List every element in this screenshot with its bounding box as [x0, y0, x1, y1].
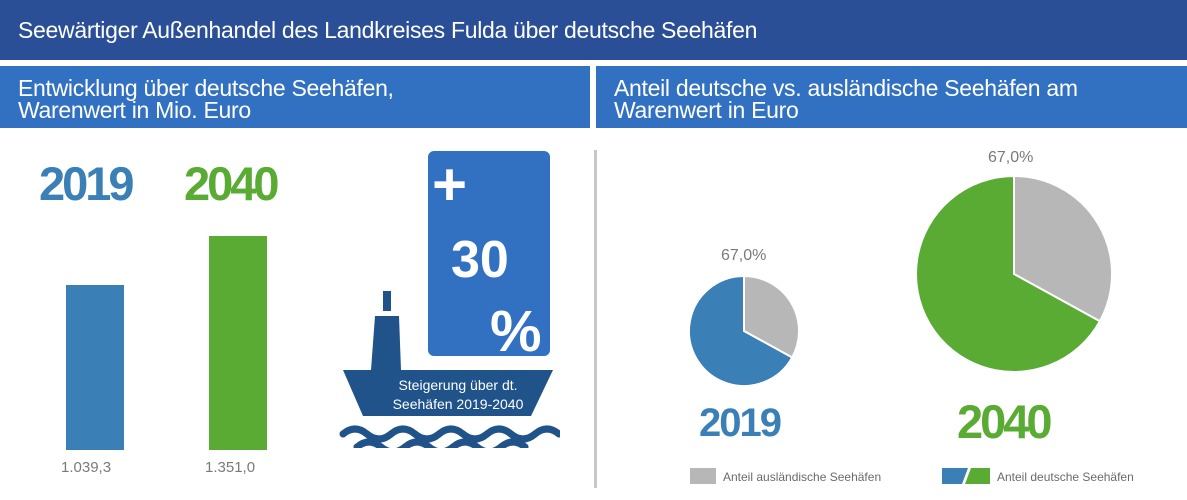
pie-slice-domestic	[916, 176, 1102, 372]
increase-sign: +	[432, 151, 468, 218]
pie-year-label-2040: 2040	[957, 395, 1053, 448]
left-panel-title-line1: Entwicklung über deutsche Seehäfen,	[18, 75, 394, 101]
panel-divider	[594, 150, 597, 488]
increase-value: 30	[451, 231, 509, 289]
title-bar	[0, 0, 1187, 60]
bar-year-label-2040: 2040	[184, 157, 280, 210]
right-panel-title-line1: Anteil deutsche vs. ausländische Seehäfe…	[614, 75, 1078, 101]
waves-icon	[339, 425, 560, 448]
increase-caption-line2: Seehäfen 2019-2040	[392, 396, 524, 412]
bar-year-label-2019: 2019	[39, 157, 135, 210]
right-panel-title-line2: Warenwert in Euro	[614, 97, 799, 123]
legend-swatch-foreign	[690, 468, 716, 484]
increase-unit: %	[490, 299, 542, 364]
legend-swatch-domestic	[942, 468, 990, 484]
bar-2019	[66, 285, 124, 450]
pie-2040-percent-label: 67,0%	[988, 149, 1034, 166]
ship-illustration	[339, 151, 560, 448]
pie-year-label-2019: 2019	[699, 401, 782, 445]
pie-chart-2019	[689, 276, 799, 386]
increase-caption-line1: Steigerung über dt.	[398, 377, 518, 393]
left-panel-header: Entwicklung über deutsche Seehäfen, Ware…	[0, 66, 590, 128]
pie-slice-foreign	[743, 276, 799, 359]
page-title: Seewärtiger Außenhandel des Landkreises …	[18, 17, 758, 43]
left-panel-title-line2: Warenwert in Mio. Euro	[18, 97, 251, 123]
pie-chart-2040	[916, 176, 1112, 372]
right-panel-header: Anteil deutsche vs. ausländische Seehäfe…	[596, 66, 1187, 128]
legend-label-foreign: Anteil ausländische Seehäfen	[723, 470, 882, 484]
legend-label-domestic: Anteil deutsche Seehäfen	[997, 470, 1134, 484]
bar-value-label-2019: 1.039,3	[61, 459, 112, 476]
bar-2040	[209, 236, 267, 450]
increase-caption: Steigerung über dt. Seehäfen 2019-2040	[366, 376, 550, 414]
pie-slice-foreign	[1013, 176, 1112, 323]
pie-slice-domestic	[689, 276, 794, 386]
pie-2019-percent-label: 67,0%	[721, 247, 767, 264]
increase-badge-background	[428, 151, 550, 356]
bar-value-label-2040: 1.351,0	[205, 459, 256, 476]
ship-icon	[343, 291, 553, 416]
